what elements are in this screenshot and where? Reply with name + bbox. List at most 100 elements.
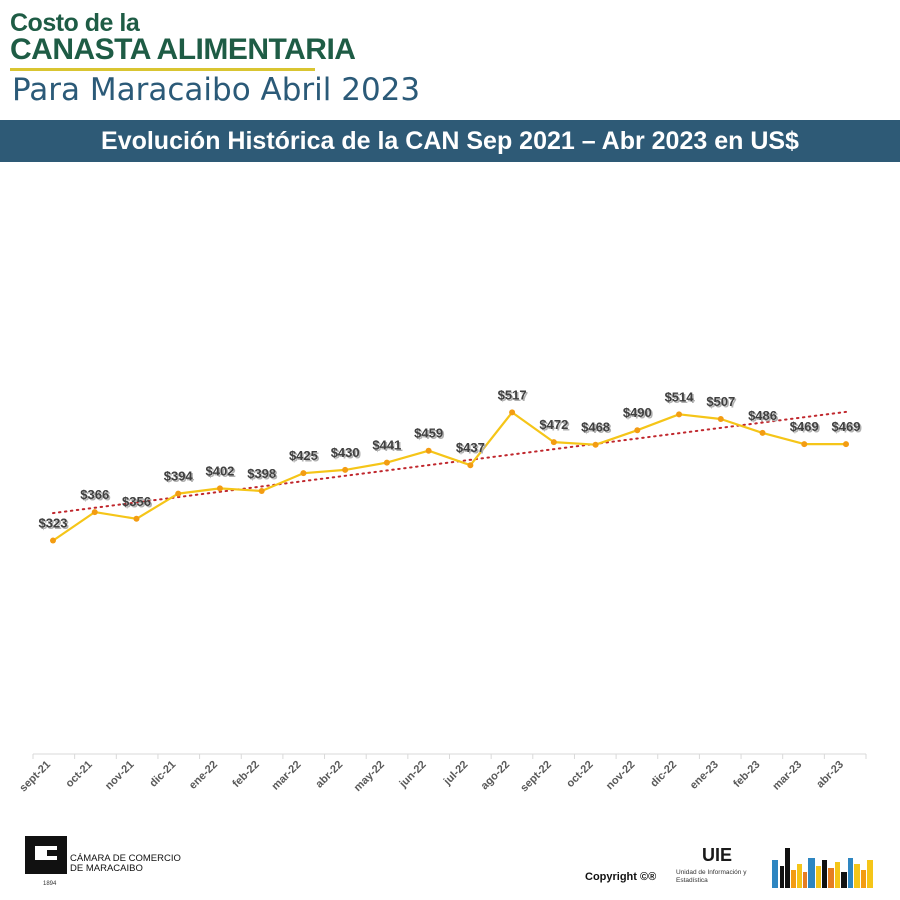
header-underline — [10, 68, 315, 71]
x-tick-label: ene-22 — [187, 759, 220, 792]
data-label: $437 — [456, 440, 485, 455]
data-label-shadow: $517 — [499, 389, 528, 404]
data-label-shadow: $472 — [541, 419, 570, 434]
x-tick-label: oct-22 — [564, 759, 595, 790]
subtitle: Para Maracaibo Abril 2023 — [12, 72, 421, 108]
trendline — [52, 410, 847, 515]
data-point — [843, 441, 849, 448]
data-label-shadow: $486 — [750, 409, 779, 424]
data-label-shadow: $437 — [457, 442, 486, 457]
data-label: $402 — [205, 463, 234, 478]
x-tick-label: sept-21 — [17, 759, 53, 795]
camara-logo-icon — [25, 836, 67, 874]
x-tick-label: feb-23 — [731, 759, 762, 790]
data-point — [634, 427, 641, 434]
series-line — [52, 411, 846, 542]
data-label: $517 — [498, 387, 527, 402]
data-label: $472 — [539, 417, 568, 432]
camara-line2: DE MARACAIBO — [70, 863, 143, 874]
camara-logo: 1894 CÁMARA DE COMERCIO DE MARACAIBO — [25, 836, 185, 892]
data-label-shadow: $366 — [82, 489, 111, 504]
data-point — [425, 447, 432, 454]
x-tick-label: mar-23 — [770, 759, 804, 793]
header-line2: CANASTA ALIMENTARIA — [10, 33, 356, 66]
data-label-shadow: $514 — [666, 391, 696, 406]
data-label: $394 — [164, 469, 194, 484]
data-point — [676, 411, 683, 418]
data-point — [300, 470, 307, 477]
data-label-shadow: $441 — [374, 439, 403, 454]
data-label-shadow: $323 — [40, 517, 69, 532]
line-chart: $323$323$366$366$356$356$394$394 $402$402… — [17, 387, 867, 795]
data-label-shadow: $469 — [791, 421, 820, 436]
data-point — [383, 459, 390, 466]
logo-year: 1894 — [43, 881, 57, 887]
x-axis — [32, 753, 867, 759]
x-tick-label: ago-22 — [479, 759, 513, 793]
data-label: $469 — [790, 419, 819, 434]
copyright-text: Copyright ©® — [585, 871, 657, 883]
x-tick-label: dic-21 — [147, 759, 178, 790]
data-label: $366 — [80, 487, 109, 502]
data-label: $490 — [623, 405, 652, 420]
data-point — [509, 409, 516, 416]
data-label: $356 — [122, 494, 151, 509]
x-tick-label: ene-23 — [688, 759, 721, 792]
x-tick-label: mar-22 — [270, 759, 304, 793]
data-point — [550, 439, 557, 446]
data-labels: $323$323$366$366$356$356$394$394 $402$402… — [39, 387, 862, 532]
data-points — [50, 409, 849, 544]
data-label: $507 — [706, 394, 735, 409]
data-point — [91, 509, 98, 516]
data-label: $486 — [748, 408, 777, 423]
x-tick-label: jul-22 — [441, 759, 471, 789]
x-tick-label: abr-23 — [814, 759, 846, 791]
data-label: $469 — [832, 419, 861, 434]
data-label-shadow: $459 — [416, 427, 445, 442]
data-label-shadow: $490 — [624, 407, 653, 422]
series-polyline — [52, 411, 846, 542]
chart-title-banner: Evolución Histórica de la CAN Sep 2021 –… — [0, 120, 900, 162]
camara-name: CÁMARA DE COMERCIO DE MARACAIBO — [70, 854, 181, 874]
data-label: $514 — [665, 389, 695, 404]
data-point — [801, 441, 808, 448]
data-label-shadow: $425 — [290, 450, 319, 465]
data-label-shadow: $398 — [249, 468, 278, 483]
x-tick-label: sept-22 — [518, 759, 554, 795]
data-label-shadow: $468 — [583, 421, 612, 436]
data-point — [50, 537, 56, 544]
data-point — [258, 488, 265, 495]
data-label: $430 — [331, 445, 360, 460]
trendline-path — [52, 410, 847, 515]
data-label: $441 — [372, 438, 401, 453]
data-label: $425 — [289, 448, 318, 463]
data-label: $468 — [581, 420, 610, 435]
data-label: $459 — [414, 426, 443, 441]
data-point — [216, 485, 223, 492]
data-point — [467, 462, 474, 469]
x-tick-label: jun-22 — [397, 759, 429, 791]
x-tick-label: abr-22 — [313, 759, 345, 791]
header-line1: Costo de la — [10, 9, 140, 37]
uie-logo: UIE Unidad de Información y Estadística — [676, 845, 776, 890]
x-tick-label: feb-22 — [230, 759, 261, 790]
data-point — [175, 490, 182, 497]
data-label-shadow: $356 — [124, 495, 153, 510]
data-label-shadow: $507 — [708, 395, 737, 410]
data-point — [133, 515, 140, 522]
camara-line1: CÁMARA DE COMERCIO — [70, 853, 181, 864]
x-tick-label: nov-22 — [604, 759, 638, 793]
data-point — [717, 415, 724, 422]
x-tick-labels: sept-21 oct-21 nov-21 dic-21 ene-22 feb-22 mar… — [17, 759, 846, 795]
data-label-shadow: $402 — [207, 465, 236, 480]
uie-title: UIE — [702, 845, 733, 865]
x-tick-label: oct-21 — [63, 759, 94, 790]
data-label-shadow: $469 — [833, 421, 862, 436]
uie-subtitle: Unidad de Información y Estadística — [676, 869, 747, 884]
data-label: $323 — [39, 516, 68, 531]
data-label-shadow: $394 — [165, 470, 195, 485]
data-label: $398 — [247, 466, 276, 481]
city-skyline-icon — [772, 848, 873, 888]
x-tick-label: dic-22 — [648, 759, 679, 790]
data-label-shadow: $430 — [332, 446, 361, 461]
